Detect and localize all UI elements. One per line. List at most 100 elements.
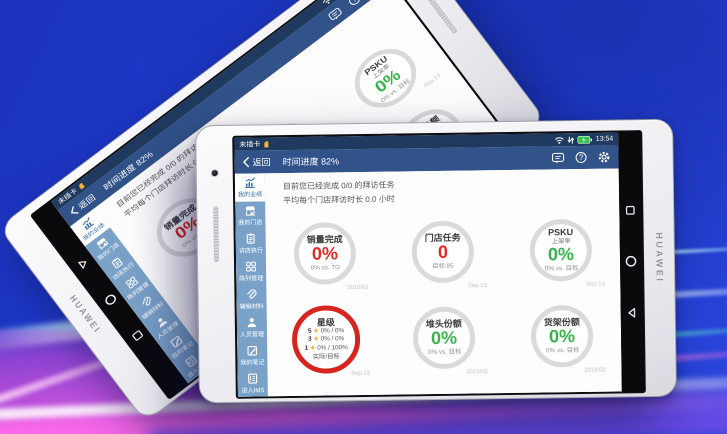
kpi-star-rating[interactable]: 星级 5 ★ 0% / 0% 3 ★ 0% / 0% 1 ★ 0% / 100%… [266, 296, 385, 384]
app-body: 我的业绩 我的门店 访店执行 [234, 168, 622, 399]
materials-paperclip-icon [245, 288, 257, 300]
sidebar-item-materials[interactable]: 辅销材料 [236, 285, 266, 313]
sidebar-item-label: 访店执行 [238, 247, 263, 254]
kpi-grid: 销量完成 0% 0% vs. TG 2016/02 门店任务 0 目标:85 S… [265, 206, 621, 383]
star-row: 3 ★ 0% / 0% [307, 335, 345, 343]
title-bar: 返回 时间进度 82% ? [234, 145, 619, 174]
sidebar-item-ims[interactable]: 进入IMS [237, 369, 267, 397]
back-triangle-key[interactable] [76, 256, 90, 270]
kpi-ring: 货架份额 0% 0% vs. 目标 [530, 304, 594, 368]
kpi-store-tasks[interactable]: 门店任务 0 目标:85 Sep.13 [383, 208, 502, 296]
sidebar-item-label: 我的业绩 [237, 191, 263, 198]
home-circle-key[interactable] [625, 255, 637, 267]
people-icon [246, 316, 258, 328]
sidebar-item-label: 我的门店 [238, 219, 263, 226]
sim-icon [263, 140, 269, 148]
kpi-title: 星级 [316, 317, 335, 328]
wifi-icon [321, 0, 334, 6]
back-chevron-icon [242, 157, 250, 168]
sidebar-item-display[interactable]: 陈列管理 [236, 257, 266, 285]
kpi-subtext: 0% vs. 目标 [544, 265, 578, 273]
kpi-value: 0% [547, 244, 575, 265]
huawei-logo: HUAWEI [653, 232, 665, 284]
kpi-value: 0 [437, 241, 449, 262]
recents-square-key[interactable] [625, 205, 635, 215]
star-icon: ★ [313, 327, 319, 335]
star-icon: ★ [309, 344, 316, 352]
kpi-subtitle: 上架率 [551, 238, 571, 246]
performance-chart-icon [79, 215, 95, 231]
store-icon [244, 204, 256, 216]
battery-icon [577, 135, 593, 144]
ims-document-icon [247, 372, 259, 384]
front-tablet-left-bezel [196, 126, 236, 402]
recents-square-key[interactable] [131, 329, 145, 342]
sidebar-item-stores[interactable]: 我的门店 [235, 201, 265, 229]
kpi-psku[interactable]: PSKU 上架率 0% 0% vs. 目标 Sep.13 [501, 206, 620, 294]
kpi-subtext: 0% vs. 目标 [545, 347, 579, 355]
kpi-ring: PSKU 上架率 0% 0% vs. 目标 [529, 218, 593, 282]
back-button[interactable]: 返回 [67, 191, 97, 218]
performance-chart-icon [244, 176, 256, 188]
sidebar: 我的业绩 我的门店 访店执行 [234, 173, 268, 399]
kpi-endcap-share[interactable]: 堆头份额 0% 0% vs. 目标 2016/02 [384, 294, 503, 382]
back-button[interactable]: 返回 [242, 155, 271, 168]
help-icon[interactable]: ? [347, 0, 363, 7]
home-circle-key[interactable] [102, 292, 118, 308]
sidebar-item-label: 进入IMS [241, 387, 265, 394]
speaker-grille [423, 0, 458, 35]
kpi-date: 2016/02 [584, 367, 606, 374]
sidebar-item-label: 陈列管理 [239, 275, 264, 282]
sidebar-item-notes[interactable]: 我的笔记 [237, 341, 267, 369]
visit-clipboard-icon [245, 232, 257, 244]
star-row: 1 ★ 0% / 100% [304, 344, 348, 352]
sim-icon [77, 181, 86, 190]
kpi-date: Sep.13 [467, 282, 487, 290]
sidebar-item-visits[interactable]: 访店执行 [100, 247, 140, 286]
wifi-icon [555, 136, 565, 144]
back-triangle-key[interactable] [627, 307, 637, 318]
chat-icon[interactable] [327, 6, 344, 23]
star-footer: 实际/目标 [312, 353, 340, 361]
sidebar-item-performance[interactable]: 我的业绩 [234, 173, 266, 202]
data-icon [567, 136, 575, 144]
kpi-value: 0% [311, 243, 339, 264]
chat-icon[interactable] [551, 152, 565, 164]
kpi-ring-red: 星级 5 ★ 0% / 0% 3 ★ 0% / 0% 1 ★ 0% / 100%… [291, 305, 361, 375]
kpi-shelf-share[interactable]: 货架份额 0% 0% vs. 目标 2016/02 [502, 292, 621, 380]
visit-clipboard-icon [109, 255, 125, 271]
kpi-date: 2016/02 [346, 284, 369, 291]
front-tablet: 未插卡 13:54 返回 时间进度 82% [195, 118, 677, 404]
settings-gear-icon[interactable] [597, 151, 610, 164]
sidebar-item-visits[interactable]: 访店执行 [236, 229, 266, 257]
sidebar-item-stores[interactable]: 我的门店 [85, 227, 125, 266]
display-grid-icon [245, 260, 257, 272]
front-tablet-screen-slot: 未插卡 13:54 返回 时间进度 82% [234, 132, 622, 399]
back-label: 返回 [252, 157, 271, 168]
kpi-ring: 门店任务 0 目标:85 [411, 220, 475, 284]
kpi-ring: 堆头份额 0% 0% vs. 目标 [412, 306, 476, 370]
sidebar-item-people[interactable]: 人员管理 [237, 313, 267, 341]
android-navbar [618, 132, 644, 392]
help-icon[interactable]: ? [575, 151, 587, 164]
kpi-subtext: 0% vs. TG [310, 264, 340, 272]
title-bar: 返回 时间进度 82% ? [57, 0, 393, 227]
kpi-subtext: 0% vs. 目标 [427, 349, 461, 356]
sidebar-item-label: 辅销材料 [239, 303, 264, 310]
star-icon: ★ [313, 336, 319, 343]
sidebar-item-performance[interactable]: 我的业绩 [70, 207, 111, 247]
page-title: 时间进度 82% [282, 156, 340, 168]
status-bar: 未插卡 13:54 [234, 132, 619, 151]
sidebar-item-label: 人员管理 [239, 331, 265, 338]
app-screen: 未插卡 13:54 返回 时间进度 82% [234, 132, 622, 399]
kpi-date: Sep.13 [585, 281, 605, 288]
carrier-label: 未插卡 [239, 140, 261, 149]
kpi-subtext: 目标:85 [432, 263, 454, 270]
clock: 13:54 [595, 135, 614, 143]
kpi-ring: 销量完成 0% 0% vs. TG [293, 222, 357, 285]
kpi-sales-completion[interactable]: 销量完成 0% 0% vs. TG 2016/02 [265, 210, 384, 298]
kpi-date: 2016/02 [466, 368, 488, 376]
status-bar: 未插卡 13:54 [51, 0, 380, 211]
sidebar-item-label: 我的笔记 [240, 359, 265, 366]
